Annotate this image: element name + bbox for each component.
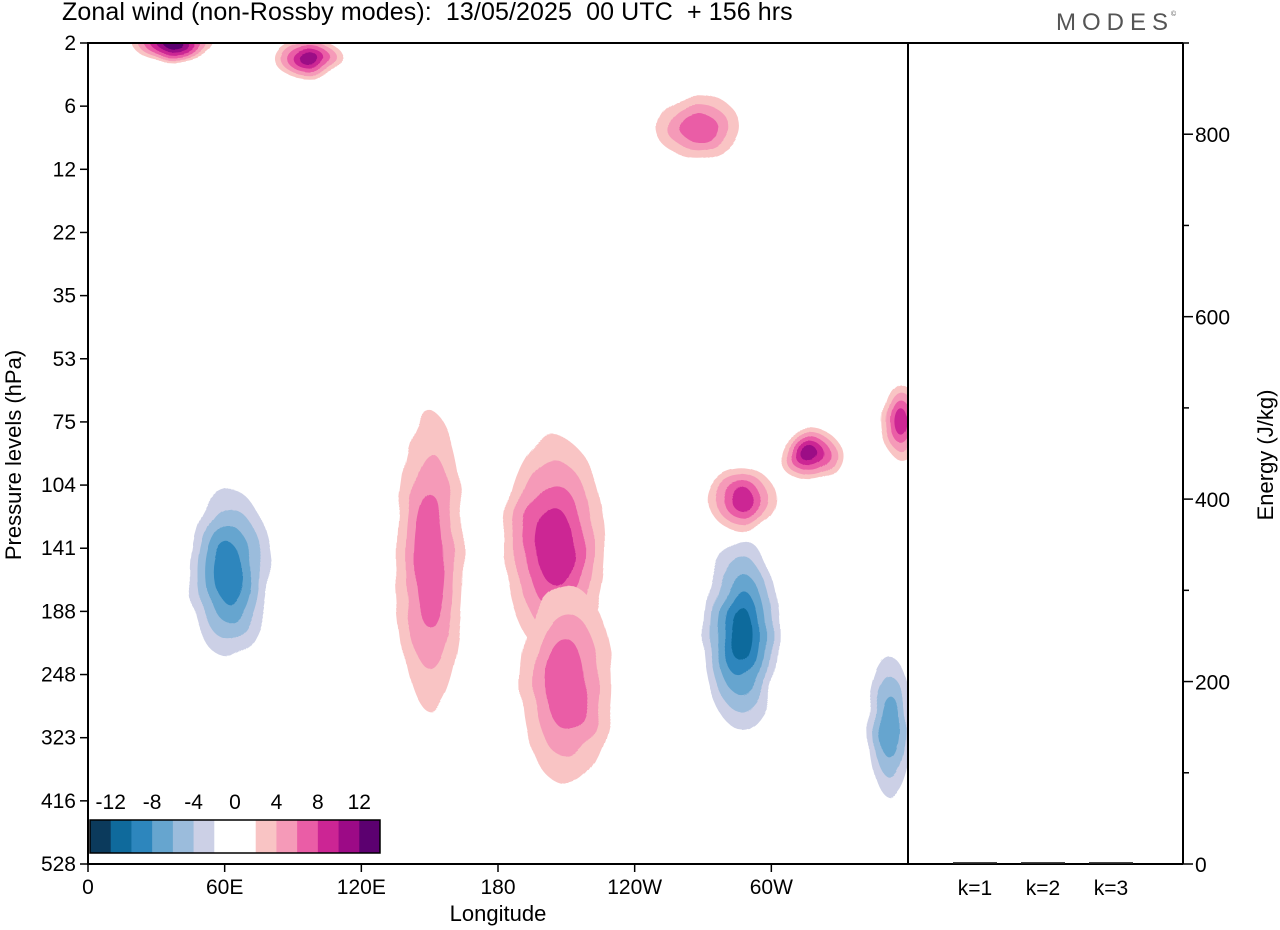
x-tick-label: 120E: [337, 876, 386, 899]
y-tick-label: 35: [53, 285, 76, 308]
energy-bars: k=1 k=2 k=3: [953, 862, 1133, 900]
x-axis-ticks: 0 60E 120E 180 120W 60W: [82, 864, 793, 899]
colorbar-swatch: [214, 820, 236, 853]
energy-tick-label: 200: [1195, 672, 1230, 695]
y-tick-label: 75: [53, 411, 76, 434]
colorbar-swatch: [317, 820, 340, 853]
y-axis-ticks: 2 6 12 22 35 53 75 104 141 188 248 323 416 528: [41, 32, 88, 876]
y-tick-label: 22: [53, 221, 76, 244]
energy-tick-label: 600: [1195, 307, 1230, 330]
colorbar-swatch: [255, 820, 277, 853]
bar-category-label: k=1: [958, 877, 992, 900]
colorbar-swatch: [152, 820, 174, 853]
energy-bar: [1021, 862, 1065, 864]
y-tick-label: 6: [64, 95, 76, 118]
brand-text: MODES: [1056, 9, 1175, 36]
wind-contour: [800, 447, 820, 463]
energy-axis-ticks: 0 200 400 600 800: [1183, 42, 1230, 877]
y-tick-label: 141: [41, 537, 76, 560]
y-axis-title: Pressure levels (hPa): [1, 350, 26, 560]
energy-tick-label: 0: [1195, 854, 1207, 877]
energy-bar: [1089, 862, 1133, 864]
wind-contour: [679, 112, 718, 142]
y-tick-label: 528: [41, 853, 76, 876]
colorbar-label: 12: [348, 791, 371, 814]
colorbar-label: 0: [229, 791, 241, 814]
x-tick-label: 180: [480, 876, 515, 899]
colorbar-swatch: [131, 820, 153, 853]
modes-logo: MODES©: [1056, 9, 1176, 37]
energy-bar: [953, 862, 997, 864]
wind-contour: [215, 544, 244, 604]
y-tick-label: 53: [53, 348, 76, 371]
wind-contour: [880, 695, 900, 758]
bar-category-label: k=3: [1094, 877, 1128, 900]
colorbar-swatch: [110, 820, 132, 853]
colorbar-swatch: [172, 820, 195, 853]
colorbar-swatch: [338, 820, 360, 853]
y-tick-label: 323: [41, 727, 76, 750]
energy-axis-title: Energy (J/kg): [1253, 390, 1278, 521]
colorbar-swatch: [90, 820, 112, 853]
wind-contour: [729, 488, 754, 510]
x-tick-label: 120W: [607, 876, 662, 899]
colorbar-label: -4: [184, 791, 203, 814]
colorbar-label: -8: [143, 791, 162, 814]
colorbar-label: -12: [96, 791, 126, 814]
y-tick-label: 2: [64, 32, 76, 55]
colorbar-label: 8: [312, 791, 324, 814]
wind-contour: [730, 607, 753, 662]
y-tick-label: 12: [53, 158, 76, 181]
wind-contour: [537, 508, 573, 585]
wind-contour: [414, 493, 445, 627]
colorbar-swatch: [276, 820, 298, 853]
energy-tick-label: 800: [1195, 124, 1230, 147]
wind-contour: [162, 43, 182, 48]
x-axis-title: Longitude: [450, 901, 547, 926]
x-tick-label: 60E: [206, 876, 243, 899]
y-tick-label: 104: [41, 474, 76, 497]
energy-tick-label: 400: [1195, 489, 1230, 512]
wind-contour: [545, 640, 587, 730]
colorbar-swatch: [359, 820, 381, 853]
colorbar-swatch: [235, 820, 257, 853]
bar-category-label: k=2: [1026, 877, 1060, 900]
y-tick-label: 416: [41, 790, 76, 813]
x-tick-label: 60W: [750, 876, 793, 899]
y-tick-label: 248: [41, 664, 76, 687]
copyright-mark: ©: [1171, 11, 1177, 18]
colorbar-label: 4: [271, 791, 283, 814]
colorbar-frame: [89, 819, 381, 854]
colorbar: -12 -8 -4 0 4 8 12: [88, 791, 382, 855]
y-tick-label: 188: [41, 600, 76, 623]
wind-contour: [299, 53, 319, 65]
zonal-wind-field: [132, 43, 908, 797]
x-tick-label: 0: [82, 876, 94, 899]
wind-contour: [894, 408, 908, 436]
colorbar-swatch: [193, 820, 215, 853]
colorbar-swatch: [297, 820, 319, 853]
chart-title: Zonal wind (non-Rossby modes): 13/05/202…: [62, 0, 793, 26]
